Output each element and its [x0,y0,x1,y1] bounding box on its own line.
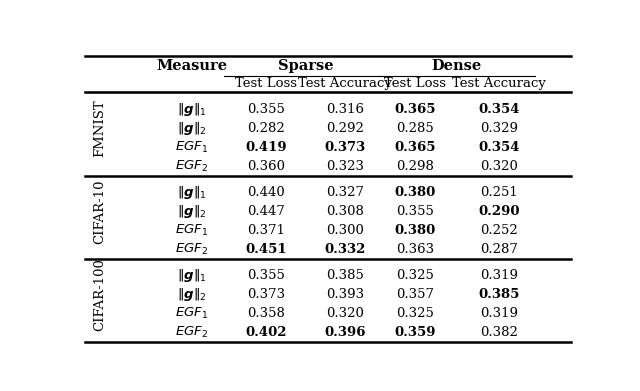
Text: $\|\boldsymbol{g}\|_2$: $\|\boldsymbol{g}\|_2$ [177,120,207,137]
Text: 0.355: 0.355 [396,205,434,218]
Text: 0.285: 0.285 [396,122,434,135]
Text: 0.396: 0.396 [324,326,366,339]
Text: 0.357: 0.357 [396,288,434,301]
Text: $\|\boldsymbol{g}\|_1$: $\|\boldsymbol{g}\|_1$ [177,267,207,284]
Text: $EGF_2$: $EGF_2$ [175,159,208,174]
Text: 0.327: 0.327 [326,186,364,199]
Text: 0.300: 0.300 [326,224,364,237]
Text: $EGF_1$: $EGF_1$ [175,306,208,321]
Text: $EGF_2$: $EGF_2$ [175,325,208,341]
Text: 0.316: 0.316 [326,103,364,116]
Text: 0.320: 0.320 [480,160,518,173]
Text: 0.319: 0.319 [480,269,518,282]
Text: 0.252: 0.252 [480,224,518,237]
Text: 0.319: 0.319 [480,307,518,320]
Text: Dense: Dense [432,59,482,74]
Text: 0.373: 0.373 [324,141,366,154]
Text: 0.360: 0.360 [247,160,285,173]
Text: $EGF_2$: $EGF_2$ [175,242,208,257]
Text: 0.323: 0.323 [326,160,364,173]
Text: $EGF_1$: $EGF_1$ [175,223,208,238]
Text: 0.440: 0.440 [247,186,285,199]
Text: 0.290: 0.290 [478,205,520,218]
Text: 0.320: 0.320 [326,307,364,320]
Text: Test Loss: Test Loss [235,77,297,90]
Text: CIFAR-10: CIFAR-10 [93,179,106,244]
Text: 0.251: 0.251 [480,186,518,199]
Text: 0.385: 0.385 [479,288,520,301]
Text: 0.325: 0.325 [396,307,434,320]
Text: $EGF_1$: $EGF_1$ [175,140,208,155]
Text: $\|\boldsymbol{g}\|_1$: $\|\boldsymbol{g}\|_1$ [177,101,207,118]
Text: 0.358: 0.358 [247,307,285,320]
Text: 0.329: 0.329 [480,122,518,135]
Text: $\|\boldsymbol{g}\|_2$: $\|\boldsymbol{g}\|_2$ [177,286,207,303]
Text: 0.382: 0.382 [480,326,518,339]
Text: 0.355: 0.355 [247,103,285,116]
Text: 0.419: 0.419 [245,141,287,154]
Text: 0.359: 0.359 [394,326,436,339]
Text: 0.354: 0.354 [478,103,520,116]
Text: 0.373: 0.373 [247,288,285,301]
Text: 0.447: 0.447 [247,205,285,218]
Text: 0.287: 0.287 [480,243,518,256]
Text: 0.354: 0.354 [478,141,520,154]
Text: 0.332: 0.332 [324,243,366,256]
Text: 0.380: 0.380 [394,186,435,199]
Text: 0.380: 0.380 [394,224,435,237]
Text: 0.298: 0.298 [396,160,434,173]
Text: $\|\boldsymbol{g}\|_1$: $\|\boldsymbol{g}\|_1$ [177,184,207,201]
Text: 0.325: 0.325 [396,269,434,282]
Text: Test Accuracy: Test Accuracy [298,77,392,90]
Text: Measure: Measure [156,59,227,74]
Text: Test Loss: Test Loss [384,77,446,90]
Text: CIFAR-100: CIFAR-100 [93,258,106,331]
Text: 0.365: 0.365 [394,141,436,154]
Text: 0.402: 0.402 [245,326,287,339]
Text: 0.393: 0.393 [326,288,364,301]
Text: 0.363: 0.363 [396,243,434,256]
Text: Test Accuracy: Test Accuracy [452,77,546,90]
Text: 0.292: 0.292 [326,122,364,135]
Text: 0.308: 0.308 [326,205,364,218]
Text: 0.385: 0.385 [326,269,364,282]
Text: FMNIST: FMNIST [93,99,106,157]
Text: 0.282: 0.282 [247,122,285,135]
Text: 0.355: 0.355 [247,269,285,282]
Text: 0.365: 0.365 [394,103,436,116]
Text: 0.451: 0.451 [245,243,287,256]
Text: 0.371: 0.371 [247,224,285,237]
Text: Sparse: Sparse [278,59,333,74]
Text: $\|\boldsymbol{g}\|_2$: $\|\boldsymbol{g}\|_2$ [177,203,207,220]
